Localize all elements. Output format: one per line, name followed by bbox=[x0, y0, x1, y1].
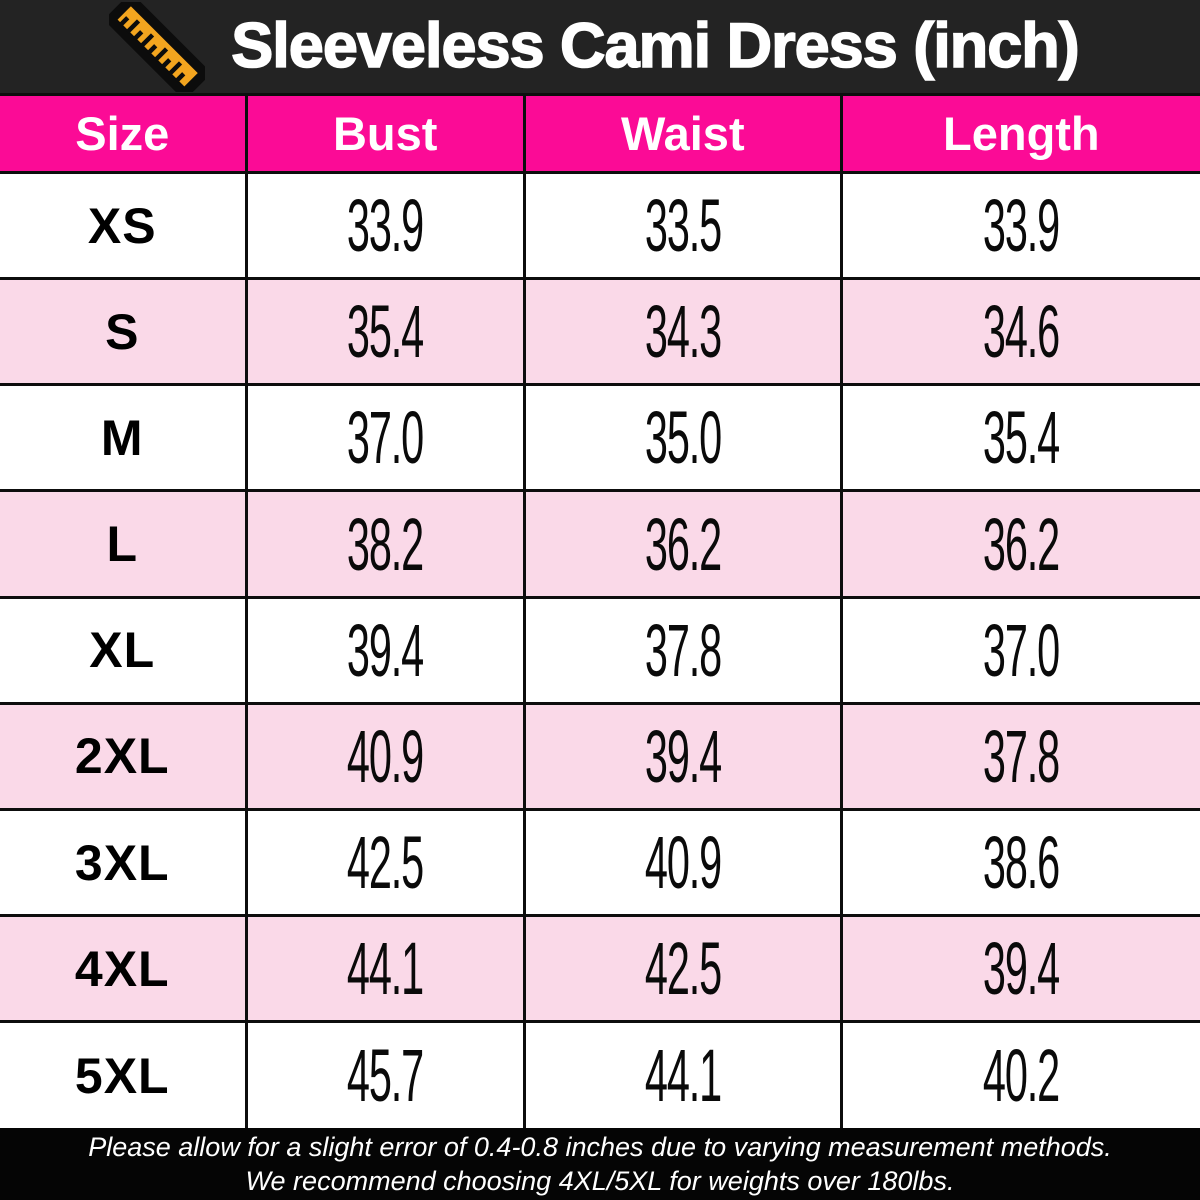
size-label: 5XL bbox=[0, 1020, 248, 1128]
length-value: 36.2 bbox=[839, 489, 1200, 599]
waist-value: 39.4 bbox=[522, 701, 843, 811]
table-row-xs: XS 33.9 33.5 33.9 bbox=[0, 170, 1200, 281]
size-label: 2XL bbox=[0, 701, 248, 811]
footer-note: Please allow for a slight error of 0.4-0… bbox=[0, 1128, 1200, 1200]
table-row-2xl: 2XL 40.9 39.4 37.8 bbox=[0, 701, 1200, 811]
length-value: 33.9 bbox=[839, 170, 1200, 281]
waist-value: 34.3 bbox=[522, 277, 843, 387]
length-value: 39.4 bbox=[839, 914, 1200, 1024]
waist-value: 40.9 bbox=[522, 807, 843, 918]
length-value: 37.8 bbox=[839, 701, 1200, 811]
length-value: 40.2 bbox=[839, 1020, 1200, 1128]
bust-value: 33.9 bbox=[244, 170, 526, 281]
length-value: 35.4 bbox=[839, 383, 1200, 493]
bust-value: 35.4 bbox=[244, 277, 526, 387]
column-header-bust: Bust bbox=[244, 93, 526, 174]
size-label: M bbox=[0, 383, 248, 493]
column-header-waist: Waist bbox=[522, 93, 843, 174]
length-value: 37.0 bbox=[839, 595, 1200, 705]
bust-value: 45.7 bbox=[244, 1020, 526, 1128]
footer-line-2: We recommend choosing 4XL/5XL for weight… bbox=[245, 1166, 955, 1196]
waist-value: 36.2 bbox=[522, 489, 843, 599]
column-header-length: Length bbox=[839, 93, 1200, 174]
size-label: 3XL bbox=[0, 807, 248, 918]
bust-value: 37.0 bbox=[244, 383, 526, 493]
table-row-m: M 37.0 35.0 35.4 bbox=[0, 383, 1200, 493]
table-row-xl: XL 39.4 37.8 37.0 bbox=[0, 595, 1200, 705]
footer-line-1: Please allow for a slight error of 0.4-0… bbox=[88, 1132, 1112, 1162]
column-header-size: Size bbox=[0, 93, 248, 174]
waist-value: 33.5 bbox=[522, 170, 843, 281]
header-row: Size Bust Waist Length bbox=[0, 93, 1200, 174]
size-label: 4XL bbox=[0, 914, 248, 1024]
bust-value: 40.9 bbox=[244, 701, 526, 811]
bust-value: 44.1 bbox=[244, 914, 526, 1024]
size-label: L bbox=[0, 489, 248, 599]
bust-value: 39.4 bbox=[244, 595, 526, 705]
size-label: XS bbox=[0, 170, 248, 281]
table-row-5xl: 5XL 45.7 44.1 40.2 bbox=[0, 1020, 1200, 1128]
length-value: 38.6 bbox=[839, 807, 1200, 918]
table-row-3xl: 3XL 42.5 40.9 38.6 bbox=[0, 807, 1200, 918]
ruler-icon bbox=[107, 0, 207, 93]
waist-value: 35.0 bbox=[522, 383, 843, 493]
table-row-s: S 35.4 34.3 34.6 bbox=[0, 277, 1200, 387]
page-title: Sleeveless Cami Dress (inch) bbox=[230, 10, 1080, 82]
waist-value: 44.1 bbox=[522, 1020, 843, 1128]
size-chart-table: Size Bust Waist Length XS 33.9 33.5 33.9… bbox=[0, 93, 1200, 1128]
length-value: 34.6 bbox=[839, 277, 1200, 387]
table-row-l: L 38.2 36.2 36.2 bbox=[0, 489, 1200, 599]
waist-value: 42.5 bbox=[522, 914, 843, 1024]
size-label: S bbox=[0, 277, 248, 387]
size-label: XL bbox=[0, 595, 248, 705]
waist-value: 37.8 bbox=[522, 595, 843, 705]
bust-value: 38.2 bbox=[244, 489, 526, 599]
bust-value: 42.5 bbox=[244, 807, 526, 918]
table-row-4xl: 4XL 44.1 42.5 39.4 bbox=[0, 914, 1200, 1024]
title-bar: Sleeveless Cami Dress (inch) bbox=[0, 0, 1200, 93]
